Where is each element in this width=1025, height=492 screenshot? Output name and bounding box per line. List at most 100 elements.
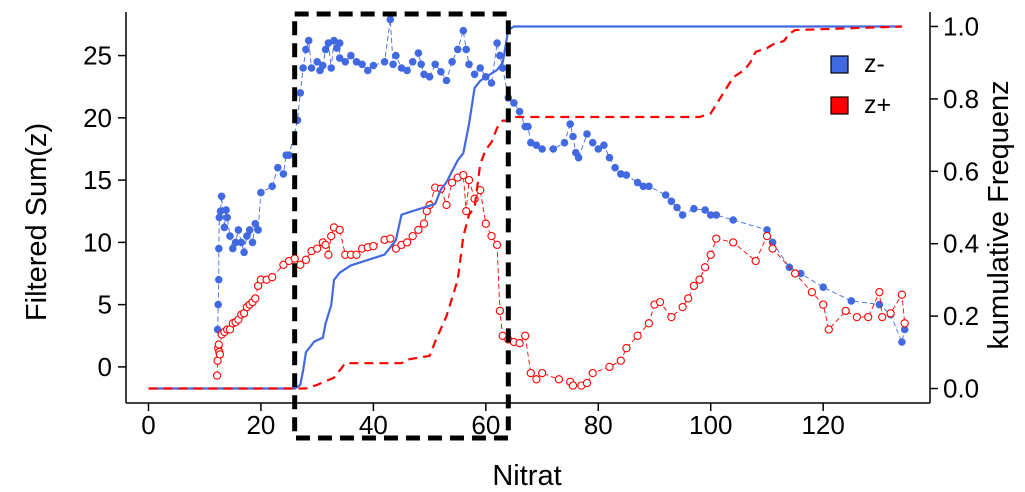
data-point-z-plus-81 bbox=[616, 356, 625, 365]
data-point-z-plus-55 bbox=[447, 178, 457, 187]
data-point-z-minus-109 bbox=[763, 226, 771, 234]
data-point-z-plus-18 bbox=[251, 294, 260, 303]
data-point-z-plus-101 bbox=[819, 300, 828, 309]
data-point-z-plus-35 bbox=[335, 225, 344, 235]
data-point-z-minus-86 bbox=[569, 132, 577, 141]
axes: 0 20 40 60 80 100 120 0 5 10 15 20 25 0.0 0.2 0.4 0.6 0.8… bbox=[83, 11, 979, 440]
data-point-z-minus-105 bbox=[701, 206, 709, 214]
data-point-z-minus-85 bbox=[566, 120, 574, 128]
data-point-z-minus-49 bbox=[380, 58, 389, 66]
y-left-tick-label-0: 0 bbox=[98, 352, 112, 382]
data-point-z-minus-1 bbox=[214, 300, 222, 309]
data-point-z-plus-78 bbox=[582, 378, 592, 388]
x-tick-label-0: 0 bbox=[141, 410, 155, 440]
data-point-z-plus-58 bbox=[462, 207, 471, 216]
data-point-z-plus-64 bbox=[492, 240, 502, 250]
y-left-tick-label-1: 5 bbox=[98, 290, 112, 320]
data-point-z-minus-3 bbox=[215, 244, 223, 253]
data-point-z-plus-29 bbox=[313, 244, 322, 253]
data-point-z-minus-39 bbox=[330, 36, 338, 45]
data-point-z-minus-84 bbox=[560, 138, 569, 147]
data-point-z-minus-47 bbox=[364, 66, 372, 75]
data-point-z-minus-6 bbox=[217, 192, 226, 201]
data-point-z-plus-3 bbox=[214, 340, 223, 349]
data-point-z-minus-100 bbox=[661, 191, 670, 199]
y-left-tick-label-4: 20 bbox=[83, 103, 112, 133]
data-point-z-plus-70 bbox=[521, 331, 530, 340]
data-point-z-minus-115 bbox=[875, 300, 884, 309]
x-tick-label-1: 20 bbox=[246, 410, 275, 440]
data-point-z-minus-35 bbox=[319, 61, 327, 70]
data-point-z-minus-2 bbox=[215, 275, 223, 284]
data-point-z-plus-107 bbox=[878, 312, 887, 322]
data-point-z-minus-13 bbox=[234, 226, 243, 234]
y-right-axis-title: kumulative Frequenz bbox=[983, 80, 1015, 349]
data-point-z-minus-114 bbox=[847, 297, 856, 305]
data-point-z-plus-103 bbox=[841, 306, 850, 316]
data-point-z-minus-83 bbox=[549, 145, 558, 153]
data-point-z-plus-88 bbox=[678, 302, 687, 312]
data-point-z-plus-109 bbox=[897, 290, 907, 299]
data-point-z-plus-33 bbox=[327, 231, 336, 241]
y-left-tick-label-2: 10 bbox=[83, 227, 112, 257]
data-point-z-plus-38 bbox=[352, 250, 361, 259]
data-point-z-minus-90 bbox=[588, 138, 597, 147]
data-point-z-minus-64 bbox=[453, 45, 462, 54]
data-point-z-plus-74 bbox=[554, 375, 564, 384]
data-point-z-minus-62 bbox=[442, 76, 451, 85]
data-point-z-minus-73 bbox=[496, 51, 504, 60]
data-point-z-minus-63 bbox=[448, 58, 456, 66]
data-point-z-plus-94 bbox=[712, 234, 721, 243]
data-point-z-minus-67 bbox=[465, 60, 473, 69]
data-point-z-minus-77 bbox=[515, 107, 524, 116]
data-point-z-plus-90 bbox=[689, 281, 699, 291]
data-point-z-minus-118 bbox=[900, 325, 909, 334]
data-point-z-plus-69 bbox=[515, 339, 524, 348]
data-point-z-plus-59 bbox=[464, 175, 474, 185]
data-point-z-plus-92 bbox=[700, 263, 710, 272]
data-point-z-plus-102 bbox=[824, 325, 833, 334]
legend-swatch-z-plus bbox=[830, 96, 849, 115]
data-point-z-plus-62 bbox=[481, 219, 490, 228]
highlight-box bbox=[292, 11, 511, 441]
data-point-z-plus-82 bbox=[622, 344, 631, 353]
data-point-z-plus-65 bbox=[495, 306, 505, 316]
data-point-z-minus-9 bbox=[223, 213, 231, 222]
data-point-z-minus-18 bbox=[248, 238, 257, 247]
x-tick-label-5: 100 bbox=[689, 410, 732, 440]
data-point-z-minus-54 bbox=[403, 66, 411, 75]
data-point-z-minus-99 bbox=[645, 182, 653, 191]
y-left-tick-label-3: 15 bbox=[83, 165, 112, 195]
data-point-z-minus-36 bbox=[321, 45, 330, 54]
data-point-z-plus-47 bbox=[408, 231, 417, 241]
data-point-z-plus-73 bbox=[537, 368, 547, 378]
data-point-z-minus-113 bbox=[819, 283, 827, 292]
y-right-tick-label-1: 0.2 bbox=[943, 301, 979, 331]
data-point-z-minus-98 bbox=[639, 182, 648, 191]
data-point-z-plus-63 bbox=[487, 231, 496, 241]
data-point-z-plus-105 bbox=[864, 312, 873, 322]
data-point-z-plus-79 bbox=[588, 368, 597, 378]
legend: z-z+ bbox=[830, 50, 891, 119]
y-right-tick-label-0: 0.0 bbox=[943, 374, 979, 404]
data-point-z-plus-57 bbox=[459, 170, 468, 180]
data-point-z-plus-97 bbox=[762, 231, 772, 241]
legend-label-z-minus: z- bbox=[864, 50, 885, 78]
data-point-z-minus-31 bbox=[304, 36, 313, 45]
data-point-z-minus-23 bbox=[274, 163, 282, 172]
series-line-z-plus-cumulative bbox=[148, 25, 902, 390]
y-right-tick-label-4: 0.8 bbox=[943, 84, 979, 114]
data-point-z-minus-76 bbox=[510, 99, 518, 107]
data-point-z-minus-44 bbox=[347, 51, 355, 60]
data-point-z-minus-30 bbox=[302, 45, 310, 54]
data-point-z-minus-42 bbox=[335, 54, 344, 62]
data-point-z-minus-29 bbox=[299, 64, 307, 72]
data-point-z-minus-21 bbox=[257, 188, 265, 197]
y-right-tick-label-3: 0.6 bbox=[943, 156, 979, 186]
data-point-z-minus-32 bbox=[307, 64, 316, 72]
data-point-z-plus-46 bbox=[402, 238, 412, 247]
data-point-z-minus-56 bbox=[414, 49, 423, 57]
data-point-z-plus-54 bbox=[442, 200, 451, 210]
data-point-z-plus-22 bbox=[268, 273, 277, 282]
data-point-z-plus-43 bbox=[386, 234, 395, 243]
